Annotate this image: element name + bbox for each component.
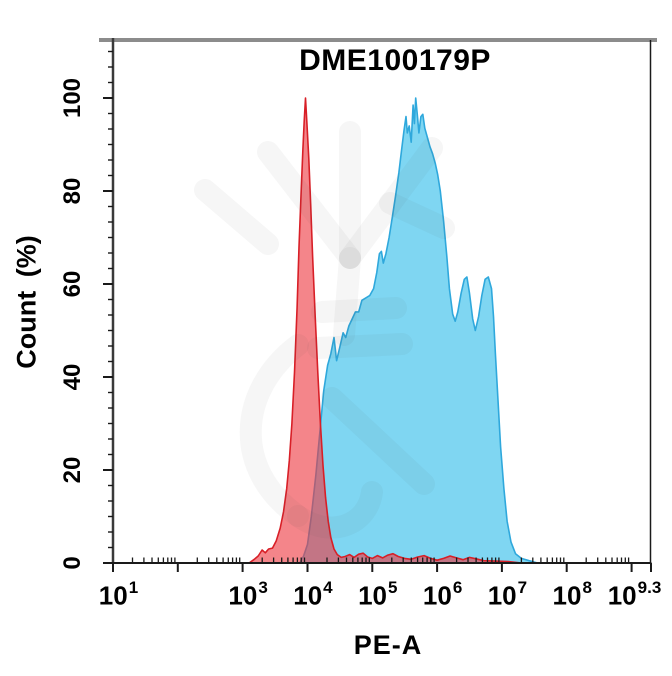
y-tick-label-80: 80 (59, 177, 86, 205)
y-tick-label-20: 20 (59, 456, 86, 484)
x-tick-label-10e8: 108 (552, 578, 592, 611)
x-tick-label-10e5: 105 (358, 578, 398, 611)
y-axis-ticks (103, 50, 113, 564)
series-control-red (248, 97, 523, 564)
x-tick-label-10e3: 103 (228, 578, 268, 611)
x-axis-title: PE-A (353, 630, 423, 660)
x-tick-label-10e7: 107 (487, 578, 528, 611)
series-stained-blue (298, 97, 539, 564)
x-tick-label-10e4: 104 (293, 578, 333, 611)
x-tick-label-10e9.3: 109.3 (607, 578, 662, 611)
x-tick-label-10e6: 106 (422, 578, 463, 611)
y-tick-label-0: 0 (59, 556, 86, 570)
y-tick-label-40: 40 (59, 363, 86, 391)
plot-title: DME100179P (299, 44, 491, 77)
y-tick-label-60: 60 (59, 270, 86, 298)
watermark-logo (194, 121, 455, 539)
y-tick-label-100: 100 (59, 77, 86, 119)
x-tick-label-10e1: 101 (98, 578, 139, 611)
y-axis-title: Count (%) (11, 235, 42, 369)
x-axis-ticks (112, 557, 652, 572)
